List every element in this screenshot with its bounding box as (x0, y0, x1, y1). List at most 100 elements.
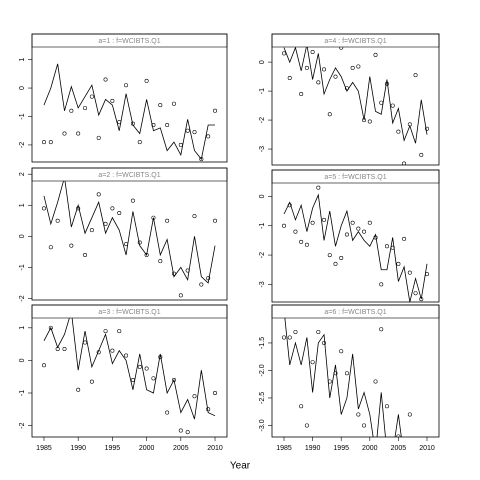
x-tick-label: 2010 (419, 445, 435, 452)
data-point (344, 232, 349, 237)
data-point (83, 340, 88, 345)
data-point (165, 123, 170, 128)
y-tick-label: -2 (259, 252, 266, 258)
data-point (48, 140, 53, 145)
y-tick-label: -2 (19, 295, 26, 301)
data-point (158, 355, 163, 360)
data-point (356, 226, 361, 231)
data-point (282, 335, 287, 340)
data-point (293, 229, 298, 234)
x-tick-label: 1985 (36, 445, 52, 452)
data-point (103, 77, 108, 82)
data-point (327, 379, 332, 384)
y-tick-label: -2.5 (259, 392, 266, 404)
data-point (356, 412, 361, 417)
data-point (171, 271, 176, 276)
data-point (178, 142, 183, 147)
y-tick-label: -1 (19, 113, 26, 119)
data-point (316, 80, 321, 85)
y-tick-label: -3 (259, 281, 266, 287)
data-point (151, 123, 156, 128)
data-point (110, 348, 115, 353)
data-point (379, 327, 384, 332)
series-line (283, 44, 428, 144)
data-point (384, 244, 389, 249)
data-point (124, 242, 129, 247)
data-point (171, 101, 176, 106)
data-point (407, 270, 412, 275)
data-point (350, 220, 355, 225)
data-point (192, 214, 197, 219)
data-point (299, 404, 304, 409)
data-point (407, 412, 412, 417)
data-point (199, 282, 204, 287)
data-point (344, 371, 349, 376)
y-tick-label: 1 (19, 203, 26, 207)
y-tick-label: -2 (259, 117, 266, 123)
y-tick-label: 0 (19, 358, 26, 362)
data-point (350, 65, 355, 70)
panel-plot (282, 307, 417, 454)
panel-border (271, 304, 440, 438)
data-point (89, 94, 94, 99)
data-point (48, 245, 53, 250)
data-point (130, 121, 135, 126)
data-point (55, 346, 60, 351)
data-point (62, 131, 67, 136)
data-point (165, 410, 170, 415)
data-point (396, 261, 401, 266)
data-point (367, 119, 372, 124)
y-tick-label: -1 (19, 264, 26, 270)
data-point (69, 108, 74, 113)
data-point (396, 129, 401, 134)
y-tick-label: 0 (259, 60, 266, 64)
data-point (213, 390, 218, 395)
series-line (43, 63, 216, 161)
data-point (103, 221, 108, 226)
data-point (89, 379, 94, 384)
panel-plot (41, 175, 218, 298)
data-point (144, 78, 149, 83)
panel-plot (282, 36, 429, 165)
data-point (362, 423, 367, 428)
y-tick-label: -3.0 (259, 419, 266, 431)
y-tick-label: 2 (19, 172, 26, 176)
y-tick-label: 0 (19, 86, 26, 90)
panel-border (271, 169, 440, 303)
data-point (137, 364, 142, 369)
data-point (362, 229, 367, 234)
x-tick-label: 2005 (173, 445, 189, 452)
data-point (339, 349, 344, 354)
data-point (379, 282, 384, 287)
data-point (316, 329, 321, 334)
series-line (43, 311, 216, 420)
data-point (402, 161, 407, 165)
data-point (171, 377, 176, 382)
y-tick-label: -1 (259, 88, 266, 94)
x-tick-label: 1990 (305, 445, 321, 452)
y-tick-label: -1 (259, 223, 266, 229)
data-point (327, 112, 332, 117)
data-point (362, 118, 367, 123)
data-point (390, 245, 395, 250)
data-point (413, 73, 418, 78)
series-line (43, 177, 216, 284)
panel-title: a=5 : f=WCIBTS.Q1 (324, 174, 386, 181)
panel-title: a=1 : f=WCIBTS.Q1 (98, 38, 160, 45)
data-point (373, 52, 378, 57)
data-point (333, 74, 338, 79)
data-point (185, 128, 190, 133)
data-point (89, 228, 94, 233)
data-point (69, 243, 74, 248)
data-point (322, 67, 327, 72)
data-point (310, 220, 315, 225)
data-point (424, 272, 429, 277)
data-point (117, 211, 122, 216)
data-point (282, 223, 287, 228)
data-point (48, 325, 53, 330)
data-point (414, 451, 417, 454)
data-point (130, 377, 135, 382)
data-point (192, 130, 197, 135)
data-point (384, 81, 389, 86)
data-point (407, 122, 412, 127)
